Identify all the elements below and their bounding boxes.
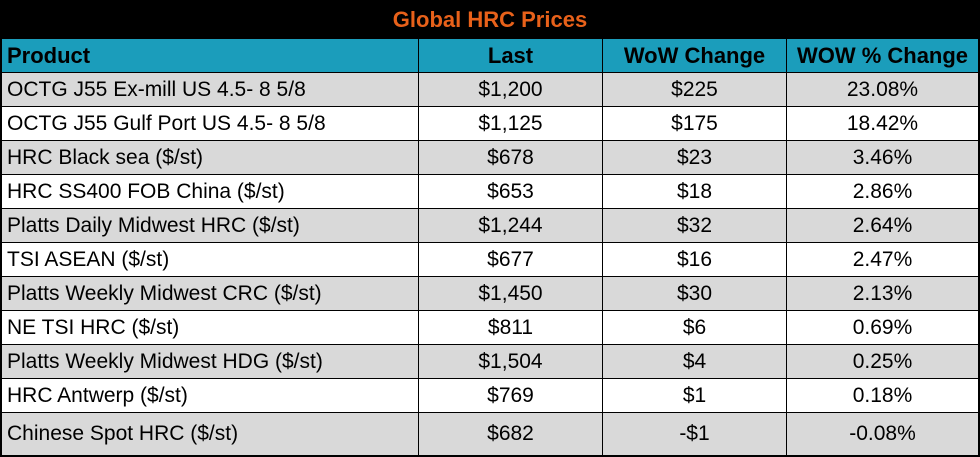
cell-last: $1,200	[419, 73, 603, 106]
table-row: HRC SS400 FOB China ($/st) $653 $18 2.86%	[2, 175, 978, 209]
cell-product: Chinese Spot HRC ($/st)	[2, 413, 419, 455]
cell-wow-change: $30	[603, 277, 787, 310]
cell-last: $682	[419, 413, 603, 455]
cell-wow-change: $225	[603, 73, 787, 106]
table-row: Platts Weekly Midwest HDG ($/st) $1,504 $4…	[2, 345, 978, 379]
table-row: OCTG J55 Ex-mill US 4.5- 8 5/8 $1,200 $225…	[2, 73, 978, 107]
cell-product: OCTG J55 Ex-mill US 4.5- 8 5/8	[2, 73, 419, 106]
cell-wow-change: $1	[603, 379, 787, 412]
cell-wow-change: $16	[603, 243, 787, 276]
cell-product: Platts Weekly Midwest CRC ($/st)	[2, 277, 419, 310]
table-row: Platts Daily Midwest HRC ($/st) $1,244 $32…	[2, 209, 978, 243]
cell-last: $811	[419, 311, 603, 344]
cell-product: HRC Antwerp ($/st)	[2, 379, 419, 412]
cell-wow-pct-change: 18.42%	[846, 111, 919, 135]
cell-last: $1,450	[419, 277, 603, 310]
cell-last: $1,244	[419, 209, 603, 242]
table-row: Chinese Spot HRC ($/st) $682 -$1 -0.08%	[2, 413, 978, 455]
header-product: Product	[2, 39, 419, 72]
cell-wow-pct-change: 2.47%	[852, 247, 913, 271]
cell-last: $1,504	[419, 345, 603, 378]
header-last: Last	[419, 39, 603, 72]
cell-wow-pct-change: 0.18%	[852, 383, 913, 407]
cell-wow-change: $4	[603, 345, 787, 378]
table-row: TSI ASEAN ($/st) $677 $16 2.47%	[2, 243, 978, 277]
cell-wow-pct-change: 2.64%	[852, 213, 913, 237]
header-wow-pct-change: WOW % Change	[796, 42, 969, 68]
cell-wow-change: $32	[603, 209, 787, 242]
table-title: Global HRC Prices	[392, 7, 588, 32]
cell-product: OCTG J55 Gulf Port US 4.5- 8 5/8	[2, 107, 419, 140]
cell-product: NE TSI HRC ($/st)	[2, 311, 419, 344]
table-row: HRC Black sea ($/st) $678 $23 3.46%	[2, 141, 978, 175]
cell-last: $1,125	[419, 107, 603, 140]
table-row: NE TSI HRC ($/st) $811 $6 0.69%	[2, 311, 978, 345]
cell-product: TSI ASEAN ($/st)	[2, 243, 419, 276]
cell-wow-change: $6	[603, 311, 787, 344]
cell-wow-pct-change: 2.86%	[852, 179, 913, 203]
cell-product: HRC Black sea ($/st)	[2, 141, 419, 174]
cell-wow-change: $175	[603, 107, 787, 140]
cell-wow-change: $18	[603, 175, 787, 208]
table-title-bar: Global HRC Prices	[2, 2, 978, 39]
header-wow-change: WoW Change	[603, 39, 787, 72]
cell-product: HRC SS400 FOB China ($/st)	[2, 175, 419, 208]
cell-last: $653	[419, 175, 603, 208]
cell-last: $677	[419, 243, 603, 276]
cell-last: $769	[419, 379, 603, 412]
cell-wow-pct-change: 3.46%	[852, 145, 913, 169]
table-row: Platts Weekly Midwest CRC ($/st) $1,450 $3…	[2, 277, 978, 311]
cell-wow-pct-change: 23.08%	[846, 77, 919, 101]
cell-wow-pct-change: 0.25%	[852, 349, 913, 373]
cell-wow-pct-change: 2.13%	[852, 281, 913, 305]
cell-product: Platts Daily Midwest HRC ($/st)	[2, 209, 419, 242]
cell-last: $678	[419, 141, 603, 174]
table-row: OCTG J55 Gulf Port US 4.5- 8 5/8 $1,125 $1…	[2, 107, 978, 141]
cell-product: Platts Weekly Midwest HDG ($/st)	[2, 345, 419, 378]
table-row: HRC Antwerp ($/st) $769 $1 0.18%	[2, 379, 978, 413]
table-header-row: Product Last WoW Change WOW % Change	[2, 39, 978, 73]
cell-wow-change: $23	[603, 141, 787, 174]
cell-wow-pct-change: -0.08%	[849, 422, 916, 445]
cell-wow-pct-change: 0.69%	[852, 315, 913, 339]
cell-wow-change: -$1	[603, 413, 787, 455]
